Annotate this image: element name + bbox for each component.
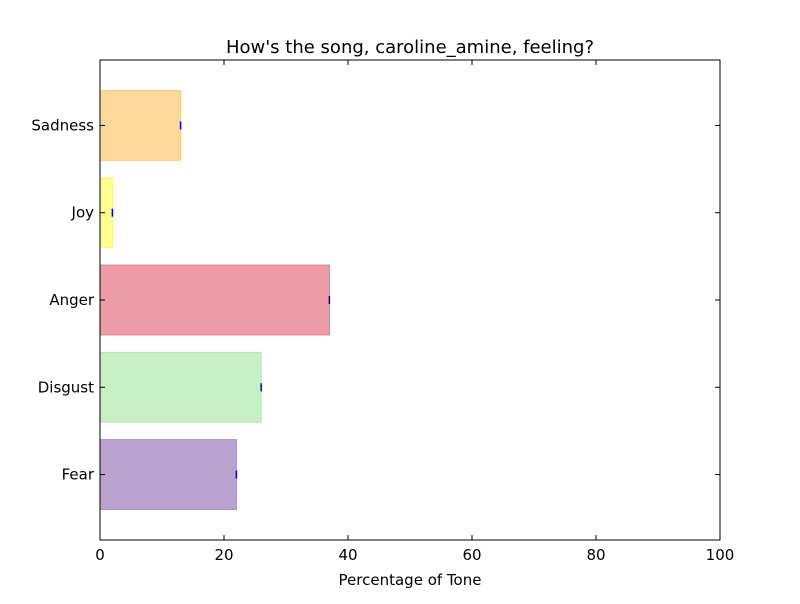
bar-disgust (99, 351, 262, 423)
y-tick-label-joy: Joy (71, 204, 95, 222)
x-tick-label: 0 (95, 546, 105, 564)
y-tick-label-anger: Anger (49, 291, 95, 309)
bar-sadness (99, 90, 182, 161)
plot-frame (99, 59, 721, 541)
x-tick-label: 40 (338, 546, 357, 564)
bar-anger (99, 264, 330, 336)
y-tick-label-disgust: Disgust (38, 378, 94, 396)
x-tick-label: 80 (586, 546, 605, 564)
x-tick-label: 100 (706, 546, 735, 564)
x-tick-label: 60 (462, 546, 481, 564)
chart-title: How's the song, caroline_amine, feeling? (226, 37, 594, 58)
bars-layer (99, 90, 331, 510)
x-axis-label: Percentage of Tone (339, 571, 482, 589)
ticks-layer: Fear Disgust Anger Joy Sadness 0 20 40 60 80 100 (31, 60, 734, 564)
y-tick-label-sadness: Sadness (31, 116, 94, 134)
bar-fear (99, 439, 237, 510)
x-tick-label: 20 (214, 546, 233, 564)
y-tick-label-fear: Fear (62, 466, 95, 484)
